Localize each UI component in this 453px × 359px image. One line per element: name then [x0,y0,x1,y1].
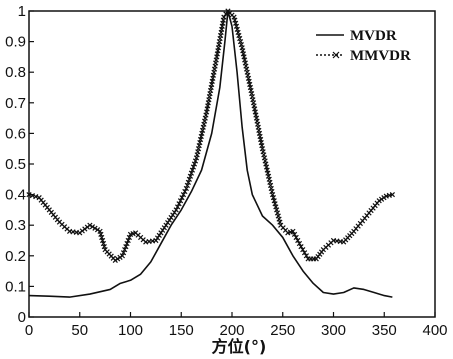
series-point-mmvdr [185,179,191,185]
series-point-mmvdr [300,247,306,253]
y-tick-label: 0.1 [5,278,26,295]
series-point-mmvdr [33,194,39,200]
y-tick-label: 0.8 [5,64,26,81]
y-tick-label: 0.9 [5,34,26,51]
legend-x-marker [332,51,340,59]
series-point-mmvdr [92,225,98,231]
series-point-mmvdr [94,227,101,233]
legend-label-mvdr: MVDR [350,28,397,44]
y-tick-label: 0.3 [5,217,26,234]
series-point-mmvdr [166,217,173,223]
series-point-mmvdr [301,250,308,256]
series-point-mmvdr [26,191,32,198]
series-point-mmvdr [177,198,184,204]
x-tick-label: 200 [219,322,244,339]
series-point-mmvdr [186,176,192,182]
series-point-mmvdr [29,192,36,199]
y-tick-label: 0.5 [5,156,26,173]
series-point-mmvdr [119,253,126,259]
x-tick-label: 400 [422,322,447,339]
series-point-mmvdr [124,240,130,247]
series-point-mmvdr [191,161,198,167]
series-point-mmvdr [188,170,195,176]
series-point-mmvdr [89,224,96,230]
y-tick-label: 0.7 [5,95,26,112]
series-point-mmvdr [168,214,174,221]
series-line-mvdr [28,10,393,298]
series-point-mmvdr [163,222,169,228]
y-tick-label: 0 [18,309,26,326]
legend-marker-mmvdr [332,51,340,59]
series-point-mmvdr [87,222,93,228]
series-point-mmvdr [189,167,196,173]
series-point-mmvdr [293,234,299,241]
series-point-mmvdr [158,230,164,236]
series-point-mmvdr [298,243,304,250]
y-tick-label: 0.4 [5,187,26,204]
y-tick-label: 0.2 [5,248,26,265]
y-tick-label: 0.6 [5,125,26,142]
series-point-mmvdr [176,201,182,207]
plot-area: 0 50 100 150 200 250 300 350 400 0 0.1 0.2 0.3 0.4 0.5… [5,3,447,339]
series-point-mmvdr [170,212,176,218]
legend: MVDR MMVDR [316,28,411,64]
series-point-mmvdr [123,243,129,250]
x-tick-label: 300 [321,322,346,339]
series-point-mmvdr [389,191,395,198]
x-tick-label: 0 [25,322,33,339]
series-point-mmvdr [303,253,309,259]
series-point-mmvdr [122,247,128,253]
series-layer [26,8,395,298]
y-tick-label: 1 [18,3,26,20]
series-point-mmvdr [296,240,303,247]
x-tick-label: 50 [71,322,88,339]
x-tick-label: 250 [270,322,295,339]
series-point-mmvdr [192,158,199,164]
series-point-mmvdr [290,228,296,234]
series-point-mmvdr [125,237,131,244]
series-point-mmvdr [126,234,132,241]
series-point-mmvdr [153,237,159,244]
ticks: 0 50 100 150 200 250 300 350 400 0 0.1 0.2 0.3 0.4 0.5… [5,3,447,339]
series-point-mmvdr [165,220,171,226]
legend-label-mmvdr: MMVDR [350,48,411,64]
series-point-mmvdr [183,185,189,192]
series-point-mmvdr [120,250,127,256]
series-point-mmvdr [179,195,185,201]
plot-frame [28,10,436,318]
series-point-mmvdr [171,209,178,216]
x-tick-label: 150 [169,322,194,339]
series-point-mmvdr [180,191,187,198]
series-point-mmvdr [184,182,190,189]
series-point-mmvdr [190,164,197,170]
series-point-mmvdr [295,237,301,244]
series-point-mmvdr [223,11,229,17]
x-tick-label: 350 [372,322,397,339]
x-axis-title: 方位(°) [212,337,267,356]
series-point-mmvdr [182,188,188,195]
series-point-mmvdr [187,173,194,179]
series-point-mmvdr [156,232,162,239]
series-point-mmvdr [291,231,298,238]
series-point-mmvdr [160,227,166,233]
series-point-mmvdr [161,225,167,231]
series-point-mmvdr [221,14,227,20]
series-point-mmvdr [154,235,161,241]
x-tick-label: 100 [118,322,143,339]
series-point-mmvdr [173,207,179,213]
series-point-mmvdr [175,204,181,210]
series-markers-mmvdr [26,8,395,264]
